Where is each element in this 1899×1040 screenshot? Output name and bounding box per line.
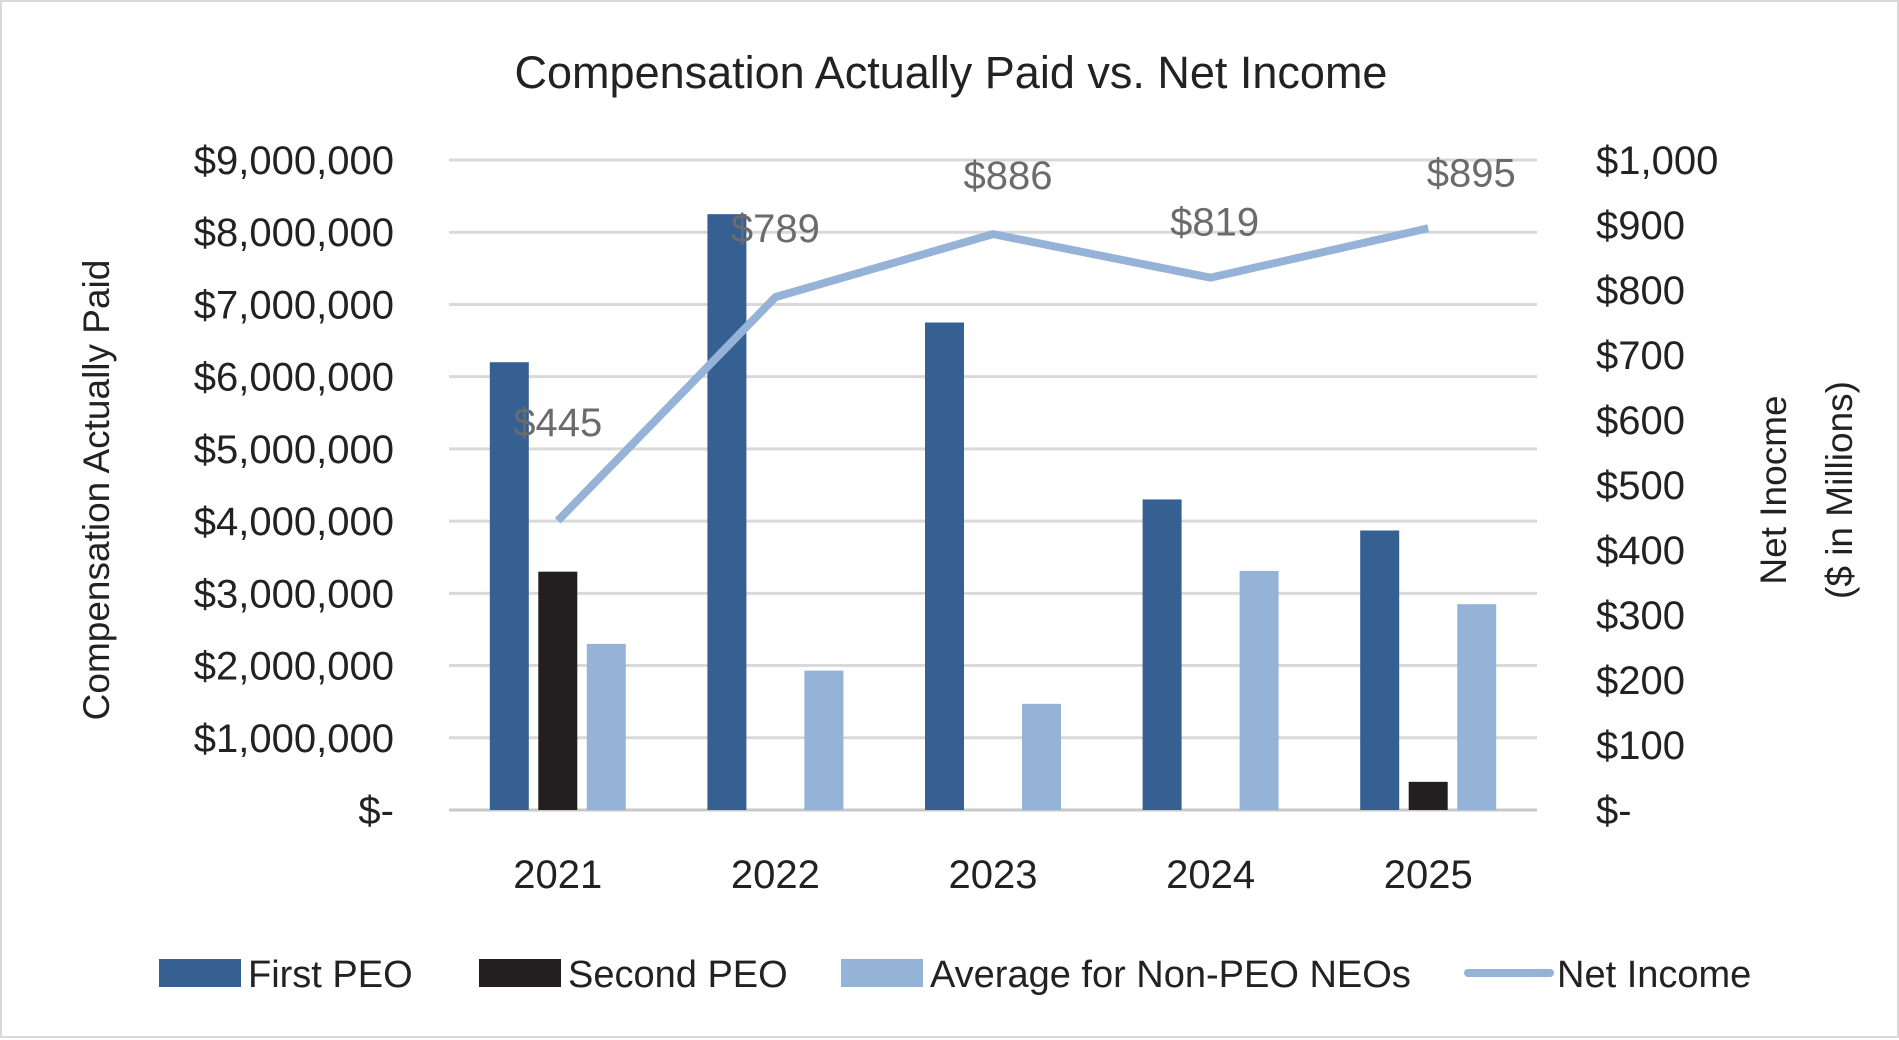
bar-first-peo <box>1360 530 1400 810</box>
legend: First PEO Second PEO Average for Non-PEO N… <box>159 954 1751 996</box>
category-label: 2021 <box>513 853 602 897</box>
bar-average-for-non-peo-neos <box>586 643 626 810</box>
bar-average-for-non-peo-neos <box>804 670 844 810</box>
bar-average-for-non-peo-neos <box>1457 604 1497 810</box>
category-label: 2024 <box>1166 853 1255 897</box>
bar-average-for-non-peo-neos <box>1239 570 1279 810</box>
category-label: 2022 <box>731 853 820 897</box>
net-income-data-label: $445 <box>513 401 602 445</box>
bar-second-peo <box>1408 781 1448 810</box>
legend-swatch-first-peo <box>159 959 241 987</box>
left-tick-label: $7,000,000 <box>194 283 394 327</box>
left-tick-label: $1,000,000 <box>194 717 394 761</box>
left-tick-label: $- <box>358 789 394 833</box>
right-tick-label: $- <box>1596 789 1632 833</box>
legend-swatch-second-peo <box>479 959 561 987</box>
left-tick-label: $9,000,000 <box>194 139 394 183</box>
net-income-data-label: $819 <box>1170 201 1259 245</box>
legend-label-average-for-non-peo-neos: Average for Non-PEO NEOs <box>930 954 1411 996</box>
net-income-data-label: $895 <box>1427 151 1516 195</box>
right-axis-ticks: $- $100 $200 $300 $400 $500 $600 $700 $800 $900 $1… <box>1596 139 1718 833</box>
right-tick-label: $500 <box>1596 464 1685 508</box>
right-tick-label: $1,000 <box>1596 139 1718 183</box>
left-tick-label: $2,000,000 <box>194 645 394 689</box>
right-tick-label: $200 <box>1596 659 1685 703</box>
bar-average-for-non-peo-neos <box>1022 703 1061 810</box>
left-axis-ticks: $- $1,000,000 $2,000,000 $3,000,000 $4,000,0… <box>194 139 394 833</box>
right-tick-label: $100 <box>1596 724 1685 768</box>
data-labels: $445 $789 $886 $819 $895 <box>513 151 1515 445</box>
left-tick-label: $4,000,000 <box>194 500 394 544</box>
bar-first-peo <box>489 362 529 810</box>
chart-title: Compensation Actually Paid vs. Net Incom… <box>515 47 1388 98</box>
bar-second-peo <box>538 571 578 810</box>
right-tick-label: $700 <box>1596 334 1685 378</box>
right-axis-title-line2: ($ in Millions) <box>1819 381 1860 599</box>
right-axis-title-line1: Net Inocme <box>1753 395 1794 584</box>
bar-first-peo <box>1142 499 1182 810</box>
bar-first-peo <box>707 214 747 810</box>
legend-label-net-income: Net Income <box>1557 954 1751 996</box>
right-tick-label: $300 <box>1596 594 1685 638</box>
net-income-line <box>554 224 1430 524</box>
right-tick-label: $600 <box>1596 399 1685 443</box>
legend-label-second-peo: Second PEO <box>568 954 788 996</box>
net-income-data-label: $886 <box>964 154 1053 198</box>
legend-swatch-average-for-non-peo-neos <box>841 959 923 987</box>
category-labels: 2021 2022 2023 2024 2025 <box>513 853 1472 897</box>
bar-first-peo <box>925 322 964 810</box>
left-tick-label: $3,000,000 <box>194 572 394 616</box>
right-tick-label: $800 <box>1596 269 1685 313</box>
left-tick-label: $8,000,000 <box>194 211 394 255</box>
net-income-data-label: $789 <box>731 207 820 251</box>
bars <box>489 214 1497 810</box>
left-tick-label: $6,000,000 <box>194 356 394 400</box>
left-axis-title: Compensation Actually Paid <box>76 260 117 721</box>
right-tick-label: $400 <box>1596 529 1685 573</box>
legend-label-first-peo: First PEO <box>248 954 413 996</box>
net-income-line-group <box>554 224 1430 524</box>
right-tick-label: $900 <box>1596 204 1685 248</box>
category-label: 2023 <box>949 853 1038 897</box>
category-label: 2025 <box>1384 853 1473 897</box>
left-tick-label: $5,000,000 <box>194 428 394 472</box>
